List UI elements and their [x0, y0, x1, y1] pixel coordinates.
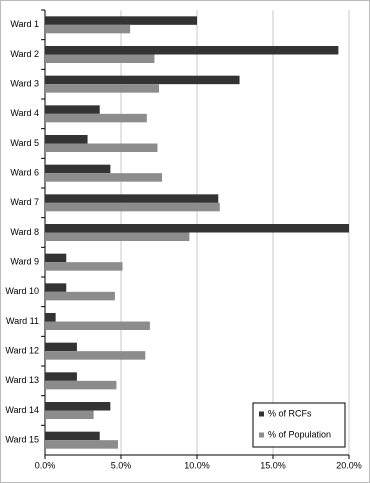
bar — [45, 321, 150, 330]
y-tick-label: Ward 10 — [5, 286, 39, 296]
bar — [45, 372, 77, 381]
bar — [45, 440, 118, 449]
legend-swatch — [259, 432, 264, 438]
y-tick-label: Ward 2 — [10, 49, 39, 59]
bar — [45, 291, 115, 301]
bar — [45, 351, 146, 360]
legend-label: % of RCFs — [268, 408, 312, 418]
y-tick-label: Ward 15 — [5, 435, 39, 445]
x-tick-label: 0.0% — [35, 460, 56, 470]
bar — [45, 24, 131, 34]
y-tick-label: Ward 6 — [10, 168, 39, 178]
bar — [45, 54, 155, 63]
legend-swatch — [259, 411, 264, 417]
bar — [45, 232, 190, 241]
bar — [45, 135, 88, 144]
bar — [45, 224, 349, 233]
bar — [45, 342, 77, 352]
x-tick-label: 5.0% — [111, 460, 132, 470]
legend-label: % of Population — [268, 429, 331, 439]
bar — [45, 16, 197, 25]
bar — [45, 380, 117, 390]
y-tick-label: Ward 9 — [10, 257, 39, 267]
bar — [45, 283, 67, 292]
y-tick-label: Ward 14 — [5, 405, 39, 415]
bar — [45, 202, 220, 212]
bar — [45, 262, 123, 271]
bar — [45, 173, 163, 182]
y-tick-label: Ward 8 — [10, 227, 39, 237]
bar — [45, 194, 219, 203]
bar — [45, 410, 94, 419]
bar — [45, 402, 111, 411]
y-tick-label: Ward 3 — [10, 79, 39, 89]
bar — [45, 105, 100, 114]
bar — [45, 143, 158, 152]
x-tick-label: 10.0% — [184, 460, 210, 470]
y-tick-label: Ward 13 — [5, 375, 39, 385]
y-tick-label: Ward 5 — [10, 138, 39, 148]
x-tick-label: 20.0% — [336, 460, 362, 470]
y-tick-label: Ward 12 — [5, 346, 39, 356]
bar — [45, 253, 67, 263]
bar — [45, 84, 159, 93]
y-tick-label: Ward 11 — [6, 316, 39, 326]
legend-box — [252, 402, 346, 448]
bar — [45, 313, 56, 322]
bar — [45, 431, 100, 441]
bar — [45, 46, 339, 55]
y-tick-label: Ward 4 — [10, 108, 39, 118]
bar — [45, 164, 111, 174]
x-tick-label: 15.0% — [260, 460, 286, 470]
y-tick-label: Ward 1 — [10, 19, 39, 29]
y-tick-label: Ward 7 — [10, 197, 39, 207]
bar — [45, 113, 147, 123]
bar — [45, 75, 240, 85]
